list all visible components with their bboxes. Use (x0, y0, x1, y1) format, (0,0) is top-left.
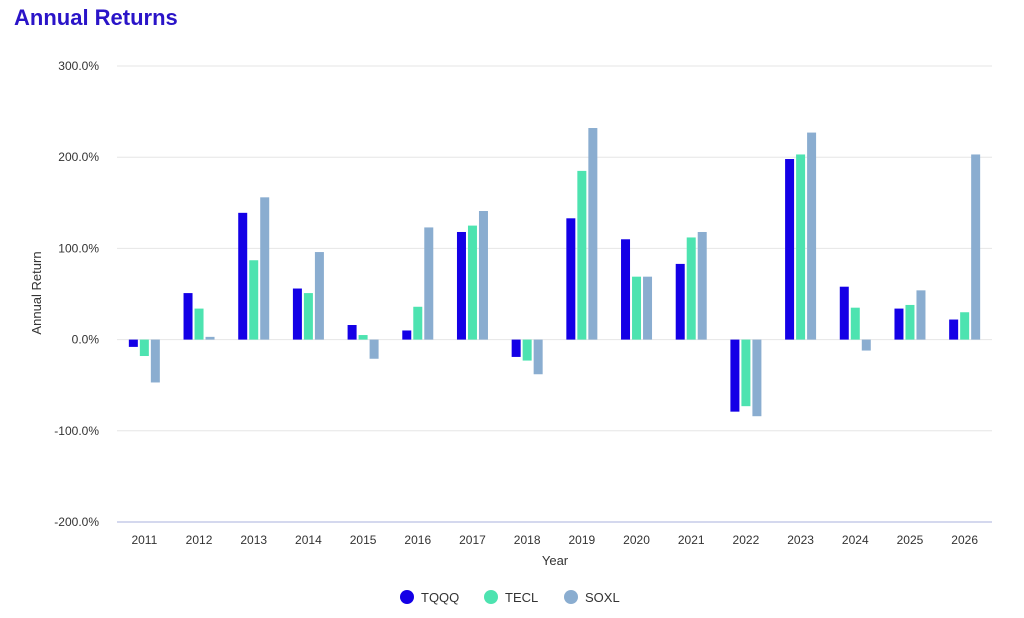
bar-soxl-2019[interactable] (588, 128, 598, 340)
bar-tqqq-2021[interactable] (675, 263, 685, 340)
bar-tqqq-2011[interactable] (128, 339, 138, 347)
x-tick-label: 2013 (240, 533, 267, 547)
bar-soxl-2017[interactable] (478, 211, 488, 340)
bar-tqqq-2020[interactable] (621, 239, 631, 340)
bar-soxl-2018[interactable] (533, 339, 543, 375)
x-axis-title: Year (542, 553, 569, 568)
bar-soxl-2021[interactable] (697, 231, 707, 340)
legend-item-soxl[interactable]: SOXL (564, 590, 620, 605)
chart-title: Annual Returns (14, 5, 178, 30)
bar-tecl-2019[interactable] (577, 170, 587, 340)
bar-soxl-2023[interactable] (807, 132, 817, 340)
y-tick-label: -200.0% (54, 515, 99, 529)
bar-tqqq-2013[interactable] (238, 212, 248, 340)
bar-soxl-2013[interactable] (260, 197, 270, 340)
legend-swatch (400, 590, 414, 604)
bar-tqqq-2018[interactable] (511, 339, 521, 357)
bar-tecl-2021[interactable] (686, 237, 696, 340)
bar-tqqq-2019[interactable] (566, 218, 576, 340)
x-tick-label: 2021 (678, 533, 705, 547)
bar-soxl-2020[interactable] (643, 276, 653, 340)
bar-soxl-2025[interactable] (916, 290, 926, 340)
x-tick-label: 2012 (186, 533, 213, 547)
y-tick-label: 300.0% (58, 59, 99, 73)
legend-label: TECL (505, 590, 538, 605)
bar-tecl-2025[interactable] (905, 304, 915, 340)
bar-tecl-2017[interactable] (467, 225, 477, 340)
bar-tqqq-2026[interactable] (949, 319, 959, 340)
y-tick-label: 200.0% (58, 150, 99, 164)
bar-tqqq-2017[interactable] (456, 231, 466, 340)
x-tick-label: 2011 (131, 533, 157, 547)
x-tick-label: 2025 (897, 533, 924, 547)
legend-item-tecl[interactable]: TECL (484, 590, 538, 605)
y-tick-label: -100.0% (54, 424, 99, 438)
x-tick-label: 2016 (404, 533, 431, 547)
bar-tecl-2015[interactable] (358, 335, 368, 340)
bar-soxl-2026[interactable] (971, 154, 981, 340)
bar-soxl-2016[interactable] (424, 227, 434, 340)
bar-soxl-2024[interactable] (861, 339, 871, 351)
x-tick-label: 2014 (295, 533, 322, 547)
bar-soxl-2012[interactable] (205, 336, 215, 340)
bar-tqqq-2024[interactable] (839, 286, 849, 340)
bar-tecl-2011[interactable] (139, 339, 149, 357)
x-tick-label: 2022 (733, 533, 760, 547)
legend-swatch (484, 590, 498, 604)
bar-tecl-2026[interactable] (960, 312, 970, 340)
bar-tecl-2012[interactable] (194, 308, 204, 340)
bars (128, 128, 981, 417)
axis-labels: 300.0% 200.0% 100.0% 0.0% -100.0% -200.0% 2011… (54, 59, 978, 547)
bar-tecl-2014[interactable] (303, 293, 313, 340)
x-tick-label: 2019 (568, 533, 595, 547)
bar-tecl-2018[interactable] (522, 339, 532, 361)
legend-label: SOXL (585, 590, 620, 605)
bar-tqqq-2015[interactable] (347, 325, 357, 340)
bar-tecl-2024[interactable] (850, 307, 860, 340)
bar-soxl-2022[interactable] (752, 339, 762, 417)
legend-label: TQQQ (421, 590, 459, 605)
bar-tecl-2020[interactable] (632, 276, 642, 340)
bar-tqqq-2023[interactable] (785, 159, 795, 340)
x-tick-label: 2015 (350, 533, 377, 547)
bar-soxl-2015[interactable] (369, 339, 379, 359)
bar-tqqq-2014[interactable] (292, 288, 302, 340)
y-axis-title: Annual Return (29, 251, 44, 334)
y-tick-label: 0.0% (72, 333, 100, 347)
x-tick-label: 2018 (514, 533, 541, 547)
bar-tecl-2013[interactable] (249, 260, 259, 340)
legend-item-tqqq[interactable]: TQQQ (400, 590, 459, 605)
bar-soxl-2014[interactable] (314, 252, 324, 340)
x-tick-label: 2026 (951, 533, 978, 547)
bar-soxl-2011[interactable] (150, 339, 160, 383)
bar-tqqq-2025[interactable] (894, 308, 904, 340)
grid-lines (117, 65, 992, 523)
bar-tecl-2022[interactable] (741, 339, 751, 407)
legend: TQQQ TECL SOXL (400, 590, 620, 605)
x-tick-label: 2024 (842, 533, 869, 547)
legend-swatch (564, 590, 578, 604)
x-tick-label: 2020 (623, 533, 650, 547)
bar-tqqq-2022[interactable] (730, 339, 740, 412)
y-tick-label: 100.0% (58, 241, 99, 255)
bar-tecl-2016[interactable] (413, 306, 423, 340)
x-tick-label: 2023 (787, 533, 814, 547)
bar-tqqq-2012[interactable] (183, 293, 193, 340)
x-tick-label: 2017 (459, 533, 486, 547)
bar-tecl-2023[interactable] (796, 154, 806, 340)
bar-tqqq-2016[interactable] (402, 330, 412, 340)
